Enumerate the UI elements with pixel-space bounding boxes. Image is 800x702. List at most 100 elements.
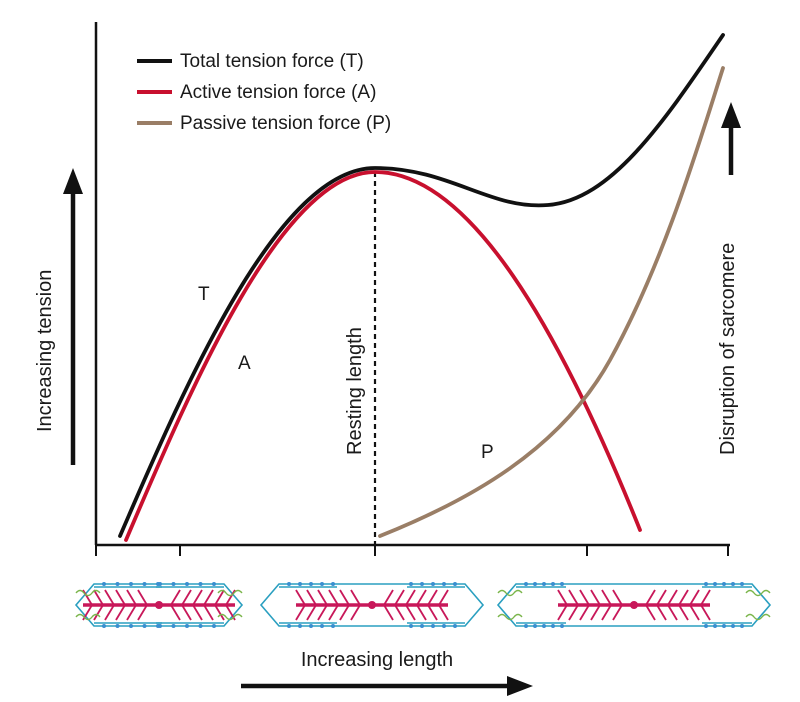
myosin-head (601, 589, 612, 606)
myosin-head (317, 604, 328, 621)
myosin-head (405, 604, 416, 621)
actin-bead (298, 582, 302, 586)
actin-bead (298, 624, 302, 628)
actin-bead (142, 582, 147, 586)
actin-bead (442, 582, 446, 586)
myosin-head (678, 604, 689, 621)
tension-arrow (63, 168, 83, 465)
actin-bead (431, 582, 435, 586)
myosin-head (339, 604, 350, 621)
titin-spring (75, 613, 101, 621)
length-arrow (241, 676, 533, 696)
x-axis-title: Increasing length (301, 649, 453, 671)
titin-spring (497, 613, 523, 621)
disruption-arrow (721, 102, 741, 175)
legend-label-passive: Passive tension force (P) (180, 113, 391, 134)
actin-bead (533, 624, 537, 628)
actin-bead (158, 624, 162, 628)
myosin-head (590, 604, 601, 621)
curve-label-active: A (238, 353, 251, 374)
myosin-head (689, 604, 700, 621)
actin-bead (442, 624, 446, 628)
myosin-head (590, 589, 601, 606)
sarcomere-resting (259, 582, 485, 628)
z-disc-outline (496, 583, 772, 627)
legend-label-total: Total tension force (T) (180, 51, 364, 72)
titin-spring (745, 589, 771, 597)
actin-bead (309, 624, 313, 628)
actin-bead (524, 624, 528, 628)
myosin-head (181, 604, 192, 621)
active-tension-curve (124, 170, 642, 542)
myosin-head (317, 589, 328, 606)
myosin-head (700, 604, 711, 621)
myosin-head (667, 604, 678, 621)
total-tension-curve (118, 33, 725, 538)
myosin-head (689, 589, 700, 606)
myosin-head (416, 589, 427, 606)
myosin-head (225, 589, 236, 606)
actin-bead (731, 624, 735, 628)
myosin-head (214, 604, 225, 621)
myosin-head (383, 604, 394, 621)
actin-bead (142, 624, 147, 628)
myosin-head (568, 589, 579, 606)
myosin-head (645, 589, 656, 606)
myosin-head (405, 589, 416, 606)
actin-bead (542, 624, 546, 628)
titin-spring (217, 613, 243, 621)
myosin-head (295, 589, 306, 606)
actin-bead (158, 582, 162, 586)
myosin-head (612, 604, 623, 621)
actin-bead (713, 624, 717, 628)
myosin-head (214, 589, 225, 606)
m-line (630, 601, 638, 609)
actin-bead (309, 582, 313, 586)
actin-bead (320, 624, 324, 628)
myosin-head (579, 589, 590, 606)
myosin-head (667, 589, 678, 606)
actin-bead (129, 582, 133, 586)
actin-bead (287, 582, 291, 586)
actin-bead (102, 582, 106, 586)
actin-bead (560, 624, 564, 628)
myosin-head (427, 589, 438, 606)
myosin-head (394, 604, 405, 621)
myosin-head (438, 589, 449, 606)
actin-bead (198, 582, 203, 586)
myosin-head (126, 589, 137, 606)
actin-bead (320, 582, 324, 586)
myosin-head (416, 604, 427, 621)
actin-bead (331, 624, 335, 628)
actin-bead (102, 624, 106, 628)
myosin-head (306, 604, 317, 621)
myosin-head (192, 589, 203, 606)
actin-bead (409, 582, 413, 586)
actin-bead (740, 582, 744, 586)
actin-bead (722, 624, 726, 628)
actin-bead (542, 582, 546, 586)
actin-bead (185, 582, 189, 586)
myosin-head (579, 604, 590, 621)
myosin-head (170, 589, 181, 606)
myosin-head (700, 589, 711, 606)
titin-spring (497, 589, 523, 597)
actin-bead (524, 582, 528, 586)
legend: Total tension force (T) Active tension f… (137, 51, 391, 134)
myosin-head (137, 604, 148, 621)
myosin-head (656, 604, 667, 621)
myosin-head (568, 604, 579, 621)
myosin-head (601, 604, 612, 621)
myosin-head (350, 604, 361, 621)
myosin-head (192, 604, 203, 621)
myosin-head (438, 604, 449, 621)
actin-bead (171, 624, 176, 628)
actin-bead (453, 624, 457, 628)
resting-length-label: Resting length (344, 327, 366, 455)
myosin-head (93, 589, 104, 606)
myosin-head (328, 589, 339, 606)
m-line (155, 601, 163, 609)
myosin-head (557, 589, 568, 606)
actin-bead (551, 582, 555, 586)
